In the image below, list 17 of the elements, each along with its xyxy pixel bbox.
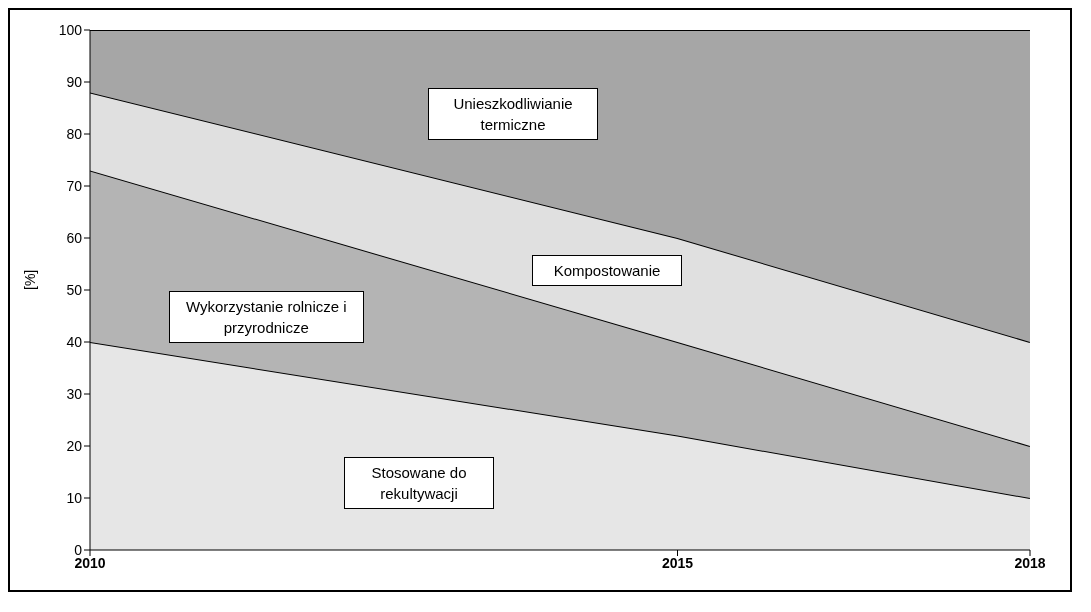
y-tick-label: 70 <box>66 177 83 194</box>
y-tick-label: 80 <box>66 125 83 142</box>
y-tick-label: 100 <box>58 21 83 38</box>
y-tick-label: 10 <box>66 489 83 506</box>
label-box: Kompostowanie <box>532 254 682 286</box>
y-tick-label: 20 <box>66 437 83 454</box>
x-tick-label: 2015 <box>661 554 694 571</box>
y-tick-label: 30 <box>66 385 83 402</box>
x-tick-label: 2018 <box>1014 554 1046 571</box>
y-tick-label: 50 <box>66 281 83 298</box>
y-tick-label: 90 <box>66 73 83 90</box>
y-axis-title: [%] <box>21 269 38 290</box>
label-box: Unieszkodliwianie termiczne <box>428 88 598 141</box>
y-tick-label: 60 <box>66 229 83 246</box>
label-box: Stosowane do rekultywacji <box>344 457 494 510</box>
y-tick-label: 40 <box>66 333 83 350</box>
label-box: Wykorzystanie rolnicze i przyrodnicze <box>168 291 364 343</box>
